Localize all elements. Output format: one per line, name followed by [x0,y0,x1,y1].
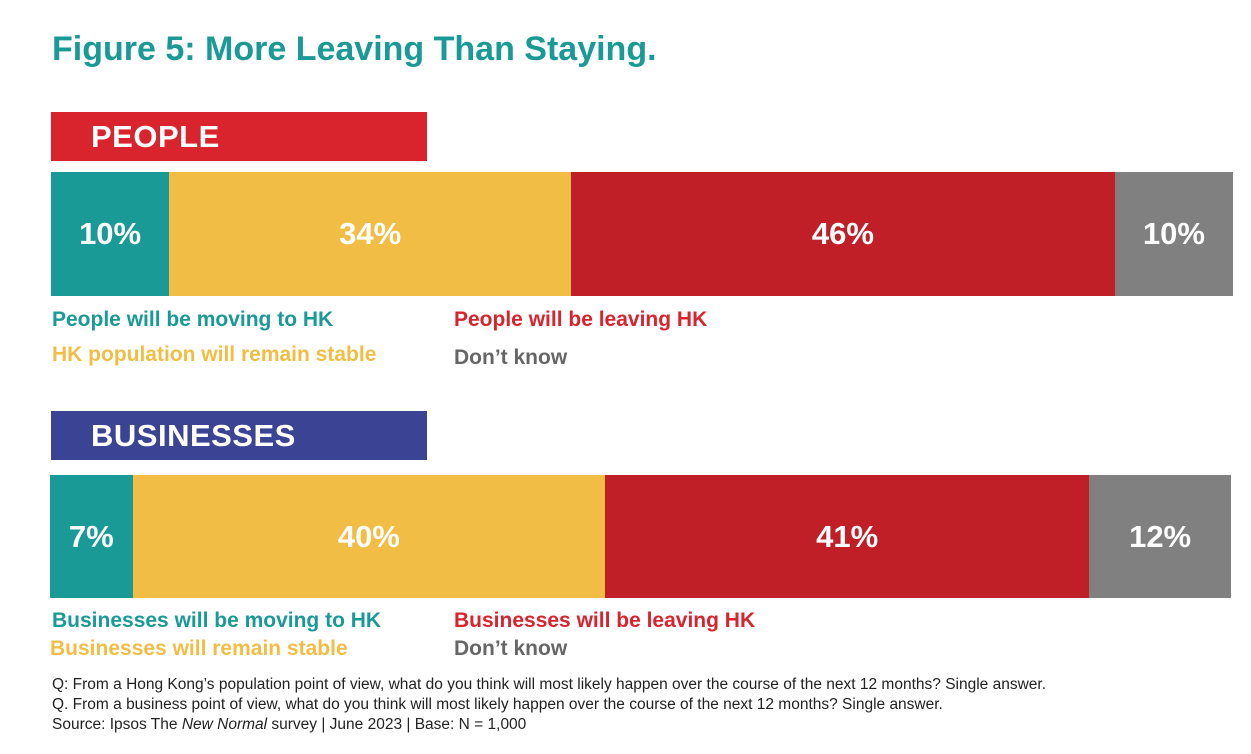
footnote-question-2: Q. From a business point of view, what d… [52,696,943,713]
businesses-bar-label-dont-know: 12% [1129,518,1192,554]
people-bar-label-dont-know: 10% [1142,216,1205,251]
legend-people-dont-know: Don’t know [454,346,568,369]
businesses-bar-label-stable: 40% [337,518,400,554]
footnote-question-1: Q: From a Hong Kong’s population point o… [52,676,1046,693]
legend-businesses-leaving: Businesses will be leaving HK [454,609,756,632]
people-bar-segment-dont-know: 10% [1114,172,1233,296]
legend-businesses-dont-know: Don’t know [454,637,568,660]
source-suffix: survey | June 2023 | Base: N = 1,000 [267,716,527,733]
people-bar-label-moving: 10% [79,216,142,251]
people-stacked-bar: 10% 34% 46% 10% [51,172,1233,296]
businesses-stacked-bar: 7% 40% 41% 12% [50,475,1231,598]
people-bar-segment-leaving: 46% [571,172,1115,296]
people-bar-label-stable: 34% [339,216,402,251]
legend-businesses-stable: Businesses will remain stable [50,637,348,660]
people-bar-label-leaving: 46% [811,216,874,251]
businesses-bar-segment-dont-know: 12% [1089,475,1231,598]
businesses-bar-segment-stable: 40% [132,475,606,598]
people-bar-segment-moving: 10% [51,172,170,296]
people-section-header: PEOPLE [51,112,427,161]
businesses-bar-segment-leaving: 41% [605,475,1090,598]
source-survey-name: New Normal [181,716,268,733]
footnote-source: Source: Ipsos The New Normal survey | Ju… [52,716,526,734]
legend-people-moving: People will be moving to HK [52,308,334,331]
businesses-bar-label-leaving: 41% [816,518,879,554]
legend-businesses-moving: Businesses will be moving to HK [52,609,382,632]
people-bar-segment-stable: 34% [169,172,572,296]
figure-title: Figure 5: More Leaving Than Staying. [52,30,657,68]
businesses-section-header: BUSINESSES [51,411,427,460]
legend-people-leaving: People will be leaving HK [454,308,708,331]
source-prefix: Source: Ipsos The [52,716,182,733]
businesses-bar-label-moving: 7% [68,518,114,554]
businesses-bar-segment-moving: 7% [50,475,133,598]
legend-people-stable: HK population will remain stable [52,343,377,366]
